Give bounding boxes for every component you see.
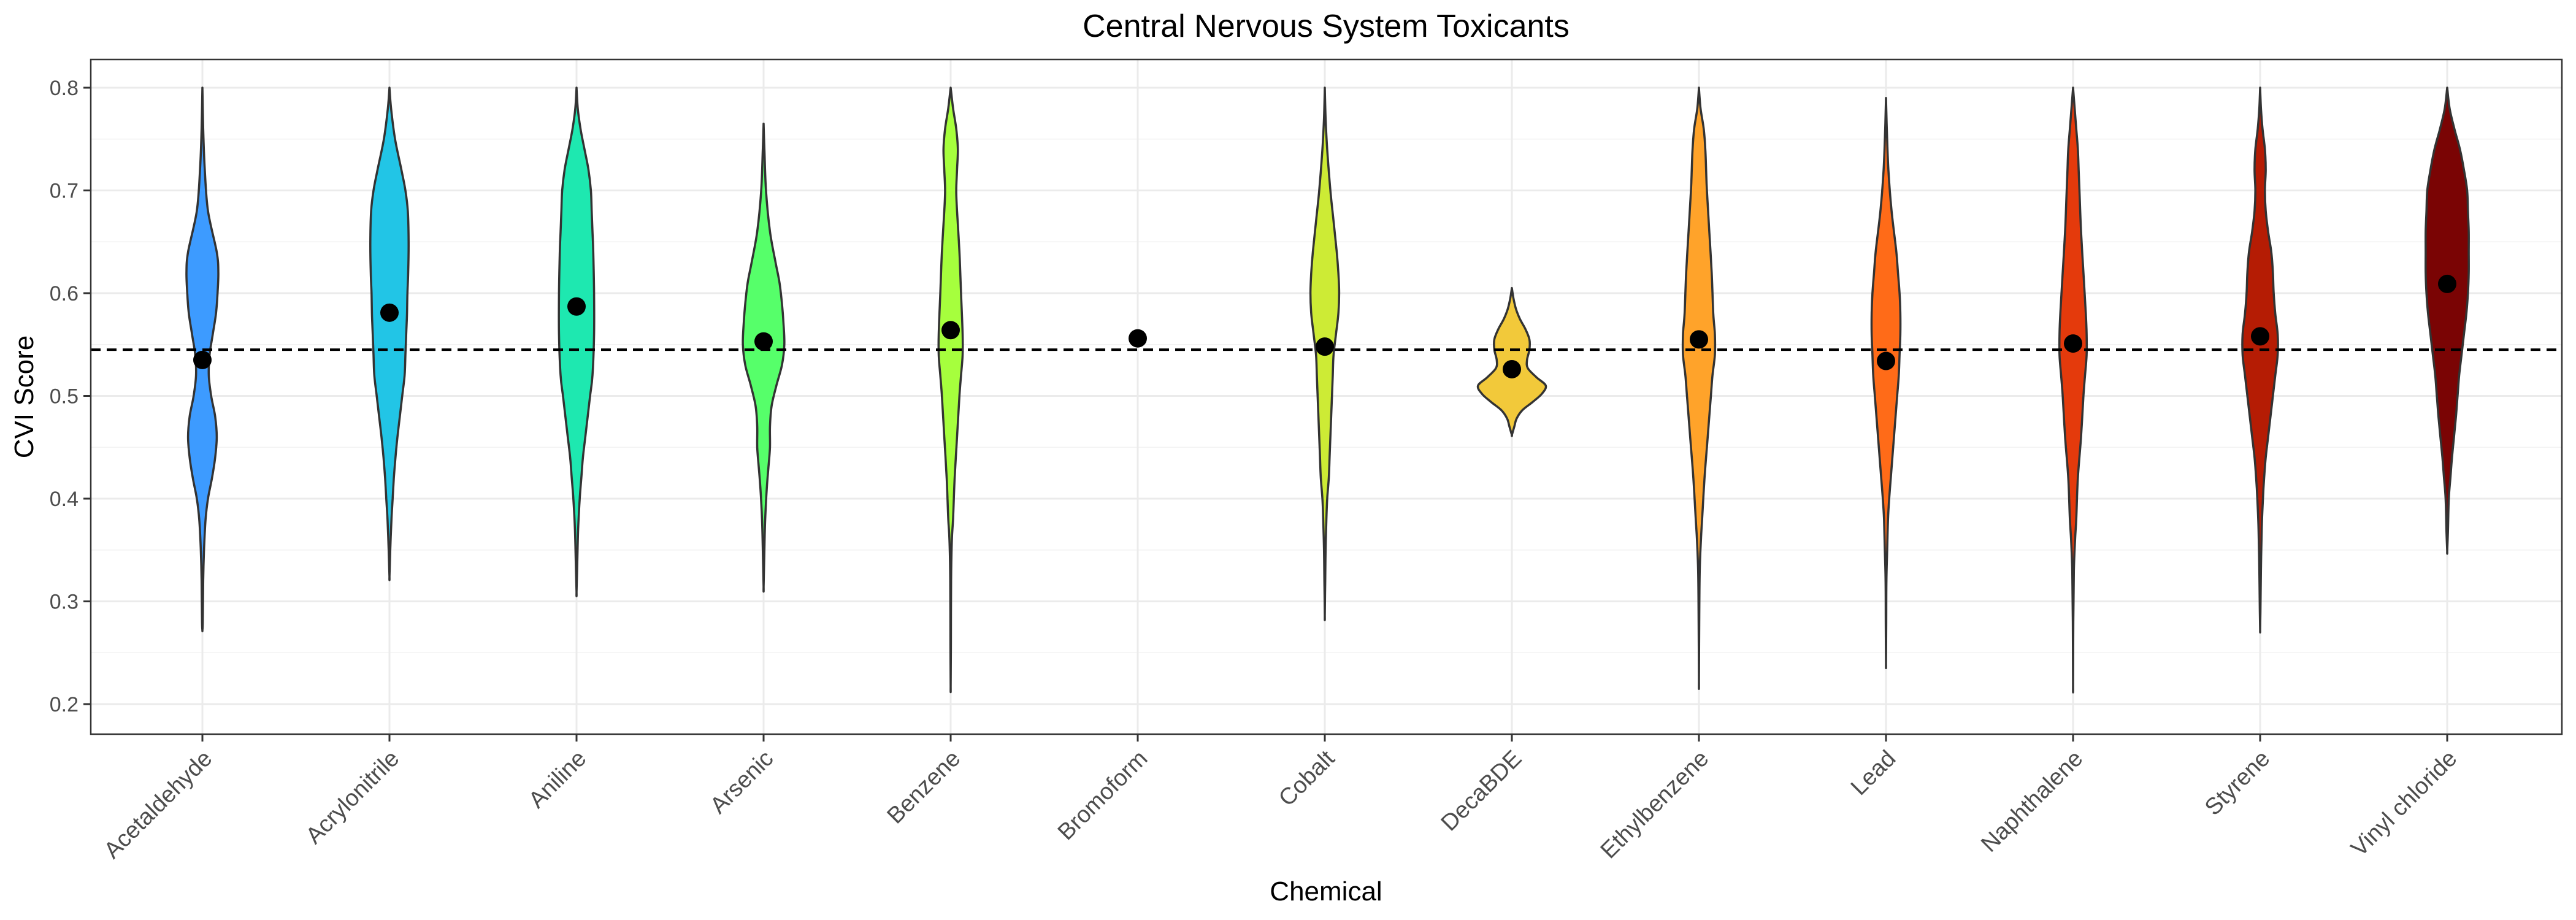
mean-point-aniline xyxy=(567,297,586,316)
violin-lead xyxy=(1870,96,1902,670)
violin-naphthalene xyxy=(2058,86,2088,694)
y-tick-label: 0.2 xyxy=(50,693,79,716)
y-tick-label: 0.8 xyxy=(50,77,79,100)
violin-benzene xyxy=(937,86,964,694)
mean-points-layer xyxy=(193,274,2456,378)
violin-vinyl-chloride xyxy=(2425,86,2470,555)
mean-point-acetaldehyde xyxy=(193,350,212,369)
mean-point-vinyl-chloride xyxy=(2438,274,2456,293)
y-tick-label: 0.7 xyxy=(50,180,79,203)
mean-point-arsenic xyxy=(754,332,773,351)
mean-point-cobalt xyxy=(1316,337,1334,356)
mean-point-lead xyxy=(1877,351,1895,370)
violin-ethylbenzene xyxy=(1681,86,1717,691)
y-tick-label: 0.4 xyxy=(50,488,79,511)
mean-point-decabde xyxy=(1503,359,1521,378)
y-axis-title: CVI Score xyxy=(9,335,39,459)
chart-title: Central Nervous System Toxicants xyxy=(1083,9,1570,44)
violin-aniline xyxy=(558,86,596,597)
y-axis: 0.2 0.3 0.4 0.5 0.6 0.7 0.8 xyxy=(50,77,91,716)
mean-point-ethylbenzene xyxy=(1690,330,1708,349)
mean-point-naphthalene xyxy=(2064,334,2082,353)
mean-point-styrene xyxy=(2251,327,2269,346)
mean-point-acrylonitrile xyxy=(380,303,399,322)
y-tick-label: 0.3 xyxy=(50,591,79,614)
violin-styrene xyxy=(2241,86,2279,634)
mean-point-benzene xyxy=(941,321,960,340)
violin-acrylonitrile xyxy=(369,86,410,581)
violin-arsenic xyxy=(742,122,786,593)
y-tick-label: 0.5 xyxy=(50,385,79,408)
y-tick-label: 0.6 xyxy=(50,282,79,305)
x-axis-title: Chemical xyxy=(1270,876,1382,907)
mean-point-bromoform xyxy=(1129,329,1147,348)
